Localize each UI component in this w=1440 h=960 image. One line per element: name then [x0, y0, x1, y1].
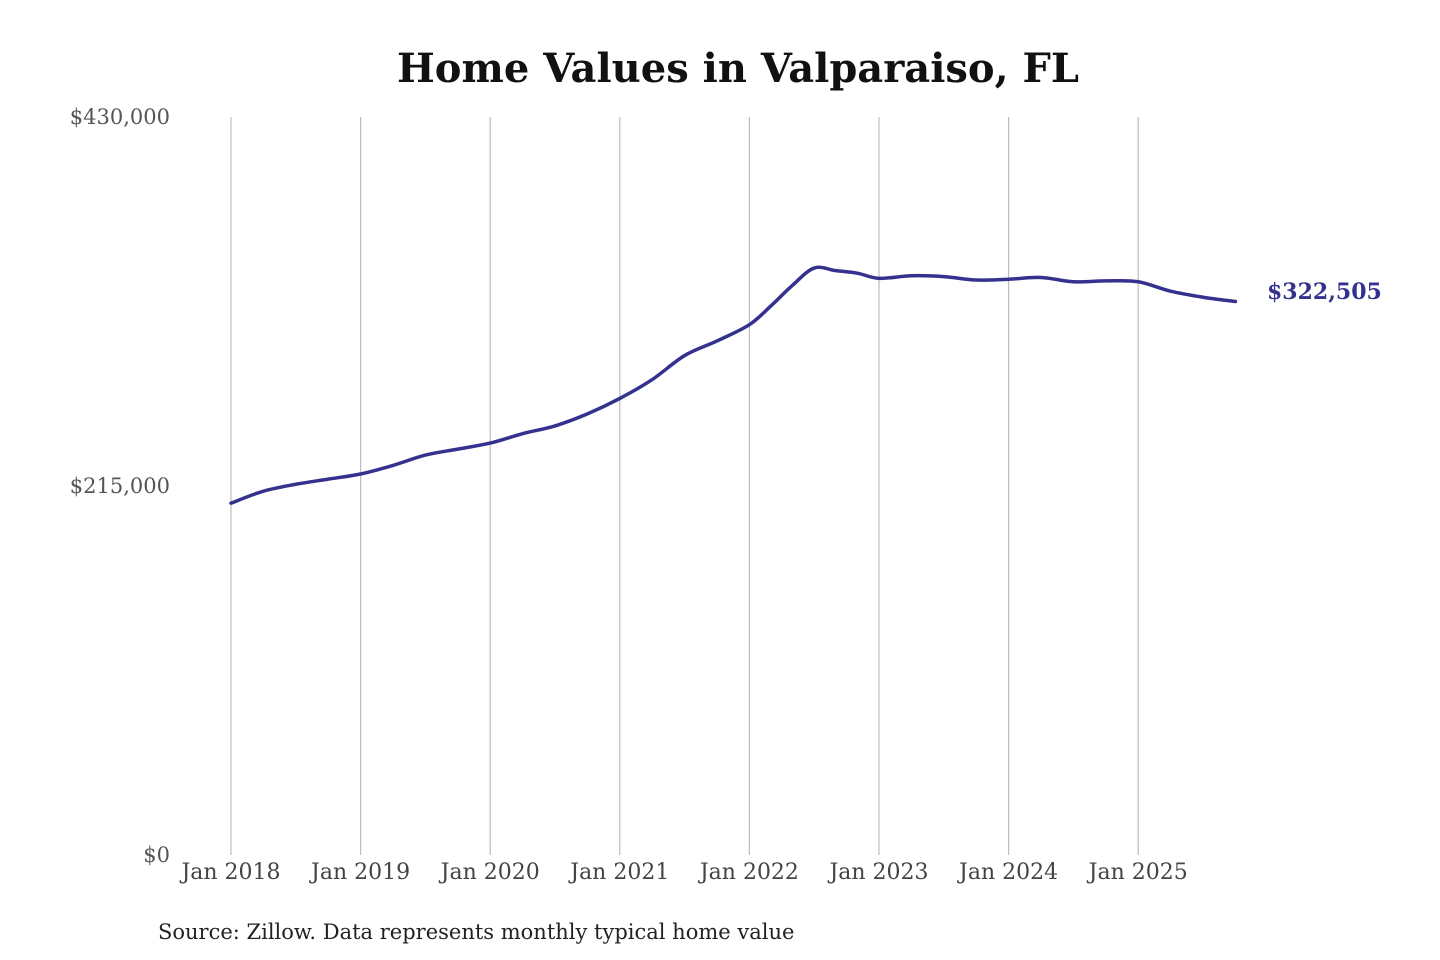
x-tick-label: Jan 2019	[309, 860, 410, 885]
series-line-0	[229, 265, 1238, 505]
source-note: Source: Zillow. Data represents monthly …	[158, 920, 794, 944]
series-layer	[229, 265, 1238, 505]
x-tick-label: Jan 2024	[957, 860, 1058, 885]
gridlines	[230, 117, 1139, 855]
end-value-label: $322,505	[1267, 279, 1382, 305]
x-tick-label: Jan 2022	[698, 860, 799, 885]
x-tick-label: Jan 2021	[568, 860, 669, 885]
y-axis: $0 $215,000 $430,000	[70, 105, 170, 867]
x-tick-label: Jan 2023	[827, 860, 928, 885]
x-tick-label: Jan 2018	[179, 860, 280, 885]
x-tick-label: Jan 2025	[1087, 860, 1188, 885]
y-tick-label: $0	[143, 843, 170, 867]
chart-title: Home Values in Valparaiso, FL	[397, 45, 1079, 92]
x-tick-label: Jan 2020	[439, 860, 540, 885]
y-tick-label: $430,000	[70, 105, 170, 129]
x-axis: Jan 2018 Jan 2019 Jan 2020 Jan 2021 Jan 2022…	[179, 860, 1187, 885]
y-tick-label: $215,000	[70, 474, 170, 498]
